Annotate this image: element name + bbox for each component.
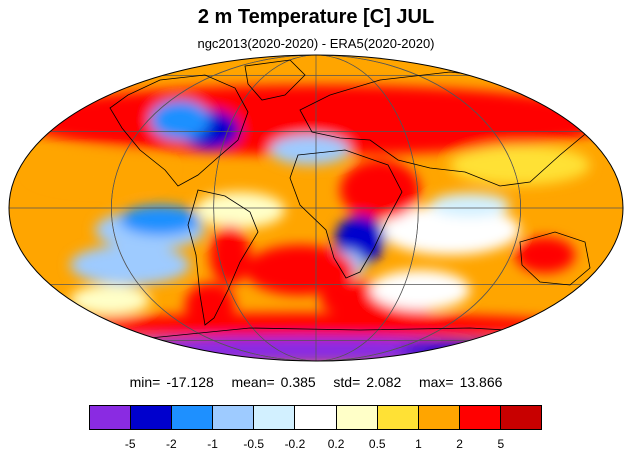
colorbar-label: 2 (456, 437, 463, 451)
colorbar-box (131, 406, 173, 429)
graticule (9, 55, 623, 361)
coastline-south-america (187, 189, 259, 326)
anomaly-region (70, 245, 190, 285)
coastline-australia (519, 231, 591, 286)
world-map (8, 54, 624, 362)
mean-label: mean= (231, 374, 275, 390)
max-label: max= (418, 374, 454, 390)
colorbar-label: -0.5 (243, 437, 265, 451)
min-value: -17.128 (166, 374, 214, 390)
colorbar-box (500, 406, 542, 429)
colorbar-box (213, 406, 255, 429)
coastline-eurasia (299, 71, 591, 187)
anomaly-region (520, 100, 600, 140)
colorbar-box (295, 406, 337, 429)
colorbar-label: 1 (415, 437, 422, 451)
anomaly-region (410, 98, 530, 142)
mean-value: 0.385 (280, 374, 316, 390)
colorbar-box (459, 406, 501, 429)
colorbar-label: 5 (497, 437, 505, 451)
anomaly-region (450, 145, 590, 185)
anomaly-region (210, 225, 250, 285)
colorbar-label: -1 (207, 437, 218, 451)
anomaly-region (515, 237, 575, 273)
colorbar-label: -2 (166, 437, 177, 451)
anomaly-region (70, 285, 150, 315)
anomaly-region (235, 95, 325, 145)
colorbar-label: -5 (124, 437, 136, 451)
std-value: 2.082 (366, 374, 402, 390)
std-label: std= (333, 374, 361, 390)
map-outline (8, 54, 624, 362)
anomaly-region (340, 160, 420, 220)
anomaly-region (430, 193, 510, 217)
anomaly-region (150, 100, 210, 140)
colorbar-box (172, 406, 214, 429)
anomaly-region (380, 205, 520, 255)
colorbar-box (254, 406, 296, 429)
figure-title: 2 m Temperature [C] JUL (197, 6, 435, 28)
anomaly-region (270, 135, 350, 165)
colorbar-box (377, 406, 419, 429)
coastline-africa (289, 149, 403, 279)
min-label: min= (129, 374, 161, 390)
max-value: 13.866 (459, 374, 503, 390)
coastline-north-america (109, 74, 249, 187)
colorbar-box (336, 406, 378, 429)
colorbar-label: -0.2 (284, 437, 306, 451)
anomaly-region (195, 192, 285, 228)
statistics-line: min= -17.128 mean= 0.385 std= 2.082 max= 13.… (0, 374, 632, 390)
anomaly-region (245, 245, 355, 295)
colorbar-box (90, 406, 132, 429)
temperature-anomaly-field (16, 85, 616, 361)
colorbar (89, 405, 542, 430)
coastline-greenland (244, 59, 306, 101)
colorbar-labels: -5 -2 -1 -0.5 -0.2 0.2 0.5 1 2 5 (0, 437, 632, 453)
anomaly-region (30, 152, 170, 188)
figure-subtitle: ngc2013(2020-2020) - ERA5(2020-2020) (197, 36, 435, 51)
meridian-line (110, 55, 522, 361)
anomaly-region (120, 205, 200, 235)
meridian-line (213, 55, 419, 361)
colorbar-label: 0.5 (368, 437, 386, 451)
colorbar-label: 0.2 (327, 437, 345, 451)
anomaly-region (370, 270, 470, 310)
colorbar-box (418, 406, 460, 429)
